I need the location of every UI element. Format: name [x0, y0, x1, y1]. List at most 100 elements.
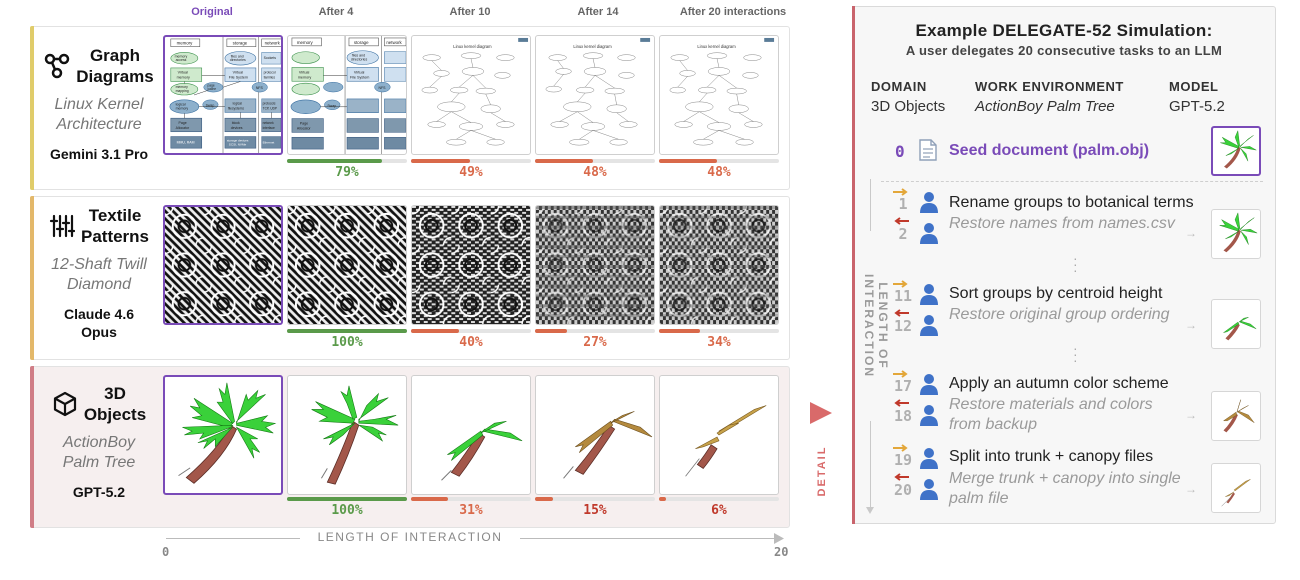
svg-text:directories: directories	[230, 58, 246, 62]
step-2-palm-thumbnail	[1211, 209, 1261, 259]
svg-text:NFS: NFS	[378, 86, 386, 90]
score-bar-track	[411, 497, 531, 501]
score-bar-fill	[287, 159, 382, 163]
row-title: Textile Patterns	[81, 205, 149, 247]
svg-text:TCP, UDP: TCP, UDP	[263, 107, 277, 111]
svg-text:memory: memory	[176, 107, 189, 111]
score-label: 100%	[287, 503, 407, 518]
row-label: Graph Diagrams Linux Kernel Architecture G…	[39, 45, 159, 163]
svg-text:storage: storage	[233, 41, 248, 46]
column-header-after-14: After 14	[538, 6, 658, 18]
domain-header: DOMAIN	[871, 79, 927, 94]
graph-after-4-thumbnail: memory storage network files and directorie…	[287, 35, 407, 155]
simulation-panel: Example DELEGATE-52 Simulation: A user d…	[852, 6, 1276, 524]
step-20-palm-thumbnail	[1211, 463, 1261, 513]
axis-title: LENGTH OF INTERACTION	[300, 530, 520, 544]
user-icon	[919, 283, 939, 305]
svg-text:storage: storage	[354, 40, 369, 45]
score-bar-fill	[659, 329, 700, 333]
svg-text:Allocator: Allocator	[176, 126, 190, 130]
svg-text:Page: Page	[179, 121, 187, 125]
result-arrow-icon: →	[1185, 408, 1197, 422]
svg-text:families: families	[264, 76, 276, 80]
svg-text:memory: memory	[177, 76, 190, 80]
task-backward: Restore names from names.csv	[949, 214, 1179, 234]
palm-original-thumbnail	[163, 375, 283, 495]
graph-after-10-thumbnail: Linux kernel diagram	[411, 35, 531, 155]
score-bar-track	[659, 159, 779, 163]
step-number: 18	[891, 407, 915, 425]
row-model: GPT-5.2	[39, 483, 159, 501]
task-backward: Merge trunk + canopy into single palm fi…	[949, 469, 1189, 509]
score-label: 31%	[411, 503, 531, 518]
seed-palm-thumbnail	[1211, 126, 1261, 176]
score-label: 49%	[411, 165, 531, 180]
panel-accent	[852, 6, 855, 524]
graph-original-thumbnail: memory storage network memory access file…	[163, 35, 283, 155]
svg-text:network: network	[265, 41, 281, 46]
task-forward: Split into trunk + canopy files	[949, 447, 1153, 467]
row-title: Graph Diagrams	[76, 45, 153, 87]
axis-arrow-icon	[774, 533, 784, 544]
vertical-axis-label: LENGTH OF INTERACTION	[862, 231, 890, 421]
svg-text:logical: logical	[233, 102, 243, 106]
step-number: 19	[891, 451, 915, 469]
result-arrow-icon: →	[1185, 318, 1197, 332]
textile-after-14-thumbnail	[535, 205, 655, 325]
detail-label: DETAIL	[816, 439, 828, 503]
work-environment-header: WORK ENVIRONMENT	[975, 79, 1124, 94]
row-graph-diagrams: Graph Diagrams Linux Kernel Architecture G…	[30, 26, 790, 190]
textile-original-thumbnail	[163, 205, 283, 325]
score-bar-fill	[411, 497, 448, 501]
svg-text:mapping: mapping	[176, 89, 189, 93]
score-bar-fill	[659, 159, 717, 163]
row-subtitle: ActionBoy Palm Tree	[39, 433, 159, 473]
score-bar-track	[659, 329, 779, 333]
vertical-axis-arrow-icon	[866, 507, 874, 514]
column-header-after-10: After 10	[410, 6, 530, 18]
row-accent	[30, 196, 34, 360]
svg-text:directories: directories	[351, 58, 368, 62]
row-label: 3D Objects ActionBoy Palm Tree GPT-5.2	[39, 383, 159, 501]
axis-end: 20	[774, 545, 788, 559]
row-model: Gemini 3.1 Pro	[39, 145, 159, 163]
svg-text:devices: devices	[231, 126, 243, 130]
svg-text:Page: Page	[300, 122, 308, 126]
step-18-palm-thumbnail	[1211, 391, 1261, 441]
row-label: Textile Patterns 12-Shaft Twill Diamond Cl…	[39, 205, 159, 341]
score-bar-fill	[535, 159, 593, 163]
svg-text:Virtual: Virtual	[354, 70, 365, 74]
svg-text:Sockets: Sockets	[264, 56, 277, 60]
sliders-icon	[49, 213, 75, 239]
score-bar-fill	[287, 497, 407, 501]
score-bar-track	[287, 497, 407, 501]
svg-text:NFS: NFS	[256, 86, 264, 90]
user-icon	[919, 222, 939, 244]
ellipsis-dots: · · ·	[1073, 255, 1078, 273]
panel-subtitle: A user delegates 20 consecutive tasks to…	[853, 43, 1275, 58]
seed-step-number: 0	[895, 142, 905, 161]
result-arrow-icon: →	[1185, 226, 1197, 240]
work-environment-value: ActionBoy Palm Tree	[975, 98, 1115, 115]
ellipsis-dots: · · ·	[1073, 345, 1078, 363]
user-icon	[919, 404, 939, 426]
svg-text:access: access	[176, 58, 187, 62]
score-bar-fill	[659, 497, 666, 501]
task-backward: Restore materials and colors from backup	[949, 395, 1179, 435]
score-bar-track	[287, 159, 407, 163]
row-accent	[30, 366, 34, 528]
svg-text:File System: File System	[350, 75, 369, 79]
score-label: 15%	[535, 503, 655, 518]
score-bar-fill	[535, 497, 553, 501]
svg-text:memory: memory	[298, 75, 312, 79]
panel-title: Example DELEGATE-52 Simulation:	[853, 21, 1275, 41]
svg-text:interface: interface	[263, 126, 275, 130]
svg-text:Linux kernel diagram: Linux kernel diagram	[573, 44, 612, 49]
user-icon	[919, 314, 939, 336]
cube-icon	[52, 391, 78, 417]
score-label: 79%	[287, 165, 407, 180]
svg-text:network: network	[386, 40, 402, 45]
score-label: 6%	[659, 503, 779, 518]
document-icon	[919, 139, 937, 161]
step-number: 17	[891, 377, 915, 395]
